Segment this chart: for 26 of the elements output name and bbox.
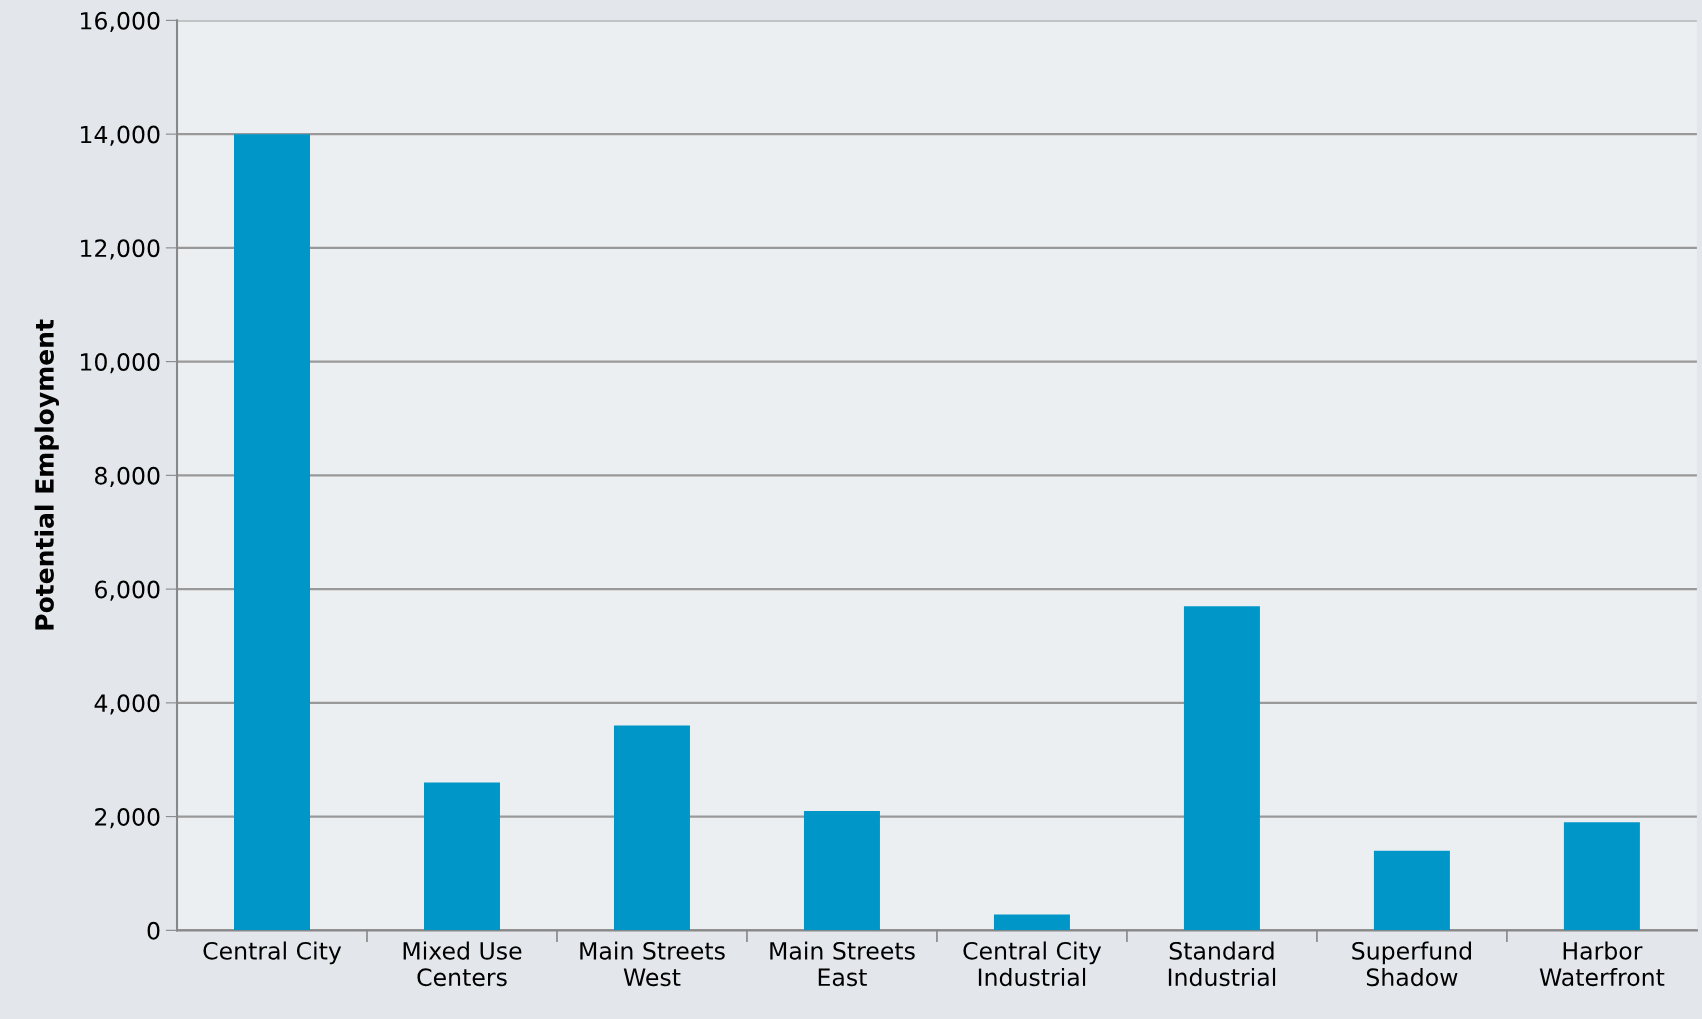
y-tick-label: 6,000 bbox=[95, 580, 160, 601]
y-axis-title: Potential Employment bbox=[34, 319, 59, 630]
x-tick-label: Main Streets East bbox=[770, 941, 915, 987]
y-tick-label: 16,000 bbox=[81, 11, 160, 33]
y-tick-label: 14,000 bbox=[81, 125, 160, 146]
y-tick-label: 10,000 bbox=[81, 353, 160, 374]
x-tick-label: Superfund Shadow bbox=[1352, 941, 1471, 987]
y-tick-label: 0 bbox=[147, 921, 160, 940]
bar bbox=[234, 134, 310, 931]
x-tick-label: Harbor Waterfront bbox=[1539, 941, 1665, 987]
y-tick-label: 8,000 bbox=[95, 466, 160, 488]
bar bbox=[1563, 822, 1640, 931]
bar bbox=[803, 810, 880, 931]
bar bbox=[993, 914, 1070, 931]
x-tick-label: Standard Industrial bbox=[1168, 941, 1276, 987]
x-tick-label: Central City Industrial bbox=[963, 941, 1102, 987]
bar bbox=[613, 725, 690, 931]
bar bbox=[423, 782, 500, 931]
bar bbox=[1183, 606, 1260, 931]
x-tick-label: Mixed Use Centers bbox=[403, 941, 522, 987]
bar bbox=[1373, 850, 1450, 931]
x-tick-label: Central City bbox=[203, 941, 342, 965]
x-tick-label: Main Streets West bbox=[580, 941, 725, 987]
y-tick-label: 4,000 bbox=[94, 694, 160, 715]
y-tick-label: 2,000 bbox=[95, 808, 160, 829]
y-tick-label: 12,000 bbox=[81, 239, 160, 260]
